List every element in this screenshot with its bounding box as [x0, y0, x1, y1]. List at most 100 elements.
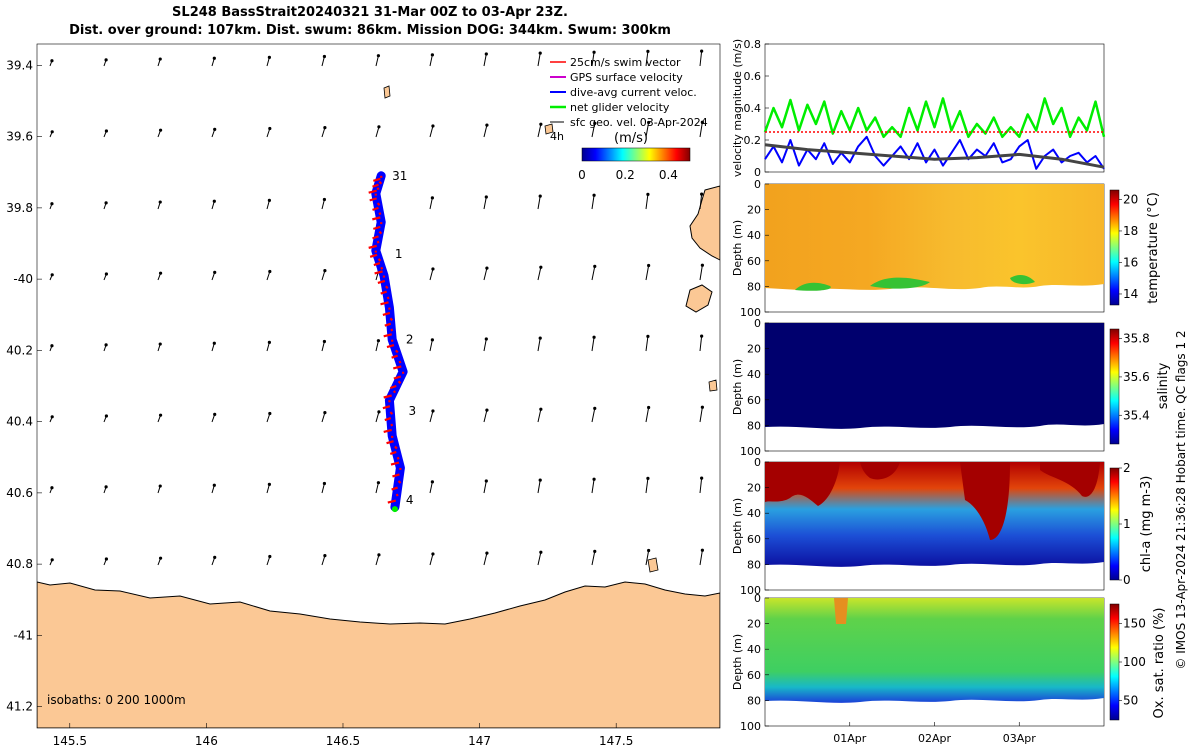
islet-d [708, 379, 718, 392]
geo-vector [699, 407, 703, 423]
geo-vector-head [104, 414, 109, 418]
geo-vector-head [104, 201, 108, 205]
colorbar-tick-label: 35.8 [1123, 332, 1150, 346]
geo-vector-head [213, 555, 217, 559]
geo-vector-head [212, 341, 216, 345]
geo-vector-head [323, 554, 327, 558]
panel-ytick-label: 100 [740, 306, 761, 319]
islet-a [383, 85, 391, 99]
geo-vector-head [484, 479, 488, 483]
map-ytick-label: 40.8 [6, 557, 33, 571]
panel-ytick-label: 0 [754, 317, 761, 330]
geo-vector-head [50, 415, 54, 419]
swim-vector [392, 365, 402, 370]
final-position-marker [391, 506, 398, 513]
panel-ytick-label: 0 [754, 456, 761, 469]
geo-vector [483, 338, 487, 352]
legend-swim-label: 25cm/s swim vector [570, 56, 681, 69]
map-ytick-label: 40.4 [6, 415, 33, 429]
map-panel: 31 1 2 3 4 145.5 146 146.5 147 147.5 39.4 39.6 39.8… [6, 43, 721, 748]
geo-vector [321, 127, 326, 138]
geo-vector [645, 265, 650, 281]
geo-vector-head [700, 263, 704, 267]
panel-ytick-label: 80 [747, 694, 761, 707]
page-title: SL248 BassStrait20240321 31-Mar 00Z to 0… [0, 4, 740, 40]
swim-vector [376, 240, 380, 244]
geo-vector-head [485, 266, 489, 270]
map-xtick-label: 146 [195, 734, 218, 748]
geo-vector [375, 554, 380, 566]
geo-vector-head [323, 269, 327, 273]
panel-ytick-label: 60 [747, 394, 761, 407]
geo-vector-head [592, 335, 596, 339]
geo-vector [483, 409, 488, 423]
legend-net: net glider velocity [550, 101, 670, 114]
geo-vector-head [647, 405, 651, 410]
geo-vector [591, 408, 596, 423]
swim-vector [397, 380, 402, 385]
swim-vector [369, 197, 377, 202]
geo-vector-head [323, 126, 327, 130]
geo-vector-head [104, 129, 109, 133]
geo-vector [699, 478, 703, 494]
geo-vector [591, 52, 595, 67]
swim-vector [372, 183, 379, 188]
geo-vector [321, 555, 326, 566]
geo-vector-head [592, 477, 596, 481]
legend-note: 4h [550, 130, 564, 143]
geo-vector-head [538, 194, 542, 198]
swim-vector [374, 270, 383, 275]
geo-vector-head [646, 476, 650, 480]
swim-vector [377, 258, 382, 262]
colorbar-tick-label: 1 [1123, 517, 1131, 531]
swim-vector [376, 202, 381, 206]
chla-colorbar-label: chl-a (mg m-3) [1139, 476, 1154, 573]
panel-ytick-label: 60 [747, 533, 761, 546]
temperature-ylabel: Depth (m) [731, 220, 744, 276]
velocity-series-line [764, 143, 1105, 169]
map-ytick-label: 41.2 [6, 700, 33, 714]
panel-ytick-label: 20 [747, 618, 761, 631]
geo-vector-head [430, 196, 434, 200]
temperature-field [765, 184, 1104, 290]
swim-vector [393, 375, 402, 380]
chla-colorbar [1109, 467, 1120, 581]
temperature-cool-layer [795, 275, 1035, 291]
geo-vector-head [322, 197, 327, 202]
velocity-series-line [763, 97, 1106, 139]
chla-ylabel: Depth (m) [731, 498, 744, 554]
geo-vector-head [647, 548, 651, 553]
map-ytick-label: -40 [13, 272, 33, 286]
speed-colorbar-tick-label: 0 [578, 168, 586, 182]
swim-vector [380, 266, 384, 270]
geo-vector-head [484, 337, 488, 341]
swim-vector [378, 180, 383, 185]
geo-vector-head [430, 480, 434, 484]
swim-vector [386, 440, 394, 445]
geo-vector-head [50, 273, 54, 277]
geo-vector-head [104, 272, 109, 276]
legend-swim: 25cm/s swim vector [550, 56, 681, 69]
geo-vector [483, 53, 487, 67]
geo-vector-head [158, 271, 163, 275]
swim-vector [389, 411, 394, 415]
swim-vector [369, 253, 378, 258]
geo-vector-head [322, 481, 327, 486]
geo-vector [321, 412, 326, 423]
panel-ytick-label: 40 [747, 368, 761, 381]
cape-barren-island [685, 284, 713, 313]
geo-vector-head [539, 122, 543, 126]
swim-vector [394, 445, 398, 450]
geo-vector [537, 409, 542, 423]
geo-vector [429, 268, 434, 281]
colorbar-tick-label: 18 [1123, 224, 1138, 238]
geo-vector-head [213, 270, 217, 274]
day-labels: 31 1 2 3 4 [392, 169, 416, 507]
geo-vector-head [212, 199, 216, 203]
oxygen-colorbar-ticks: 50 100 150 [1119, 616, 1146, 708]
geo-vector [645, 550, 650, 566]
geo-vector-head [377, 125, 381, 129]
isobaths-label: isobaths: 0 200 1000m [47, 693, 186, 707]
geo-vector [591, 337, 595, 352]
